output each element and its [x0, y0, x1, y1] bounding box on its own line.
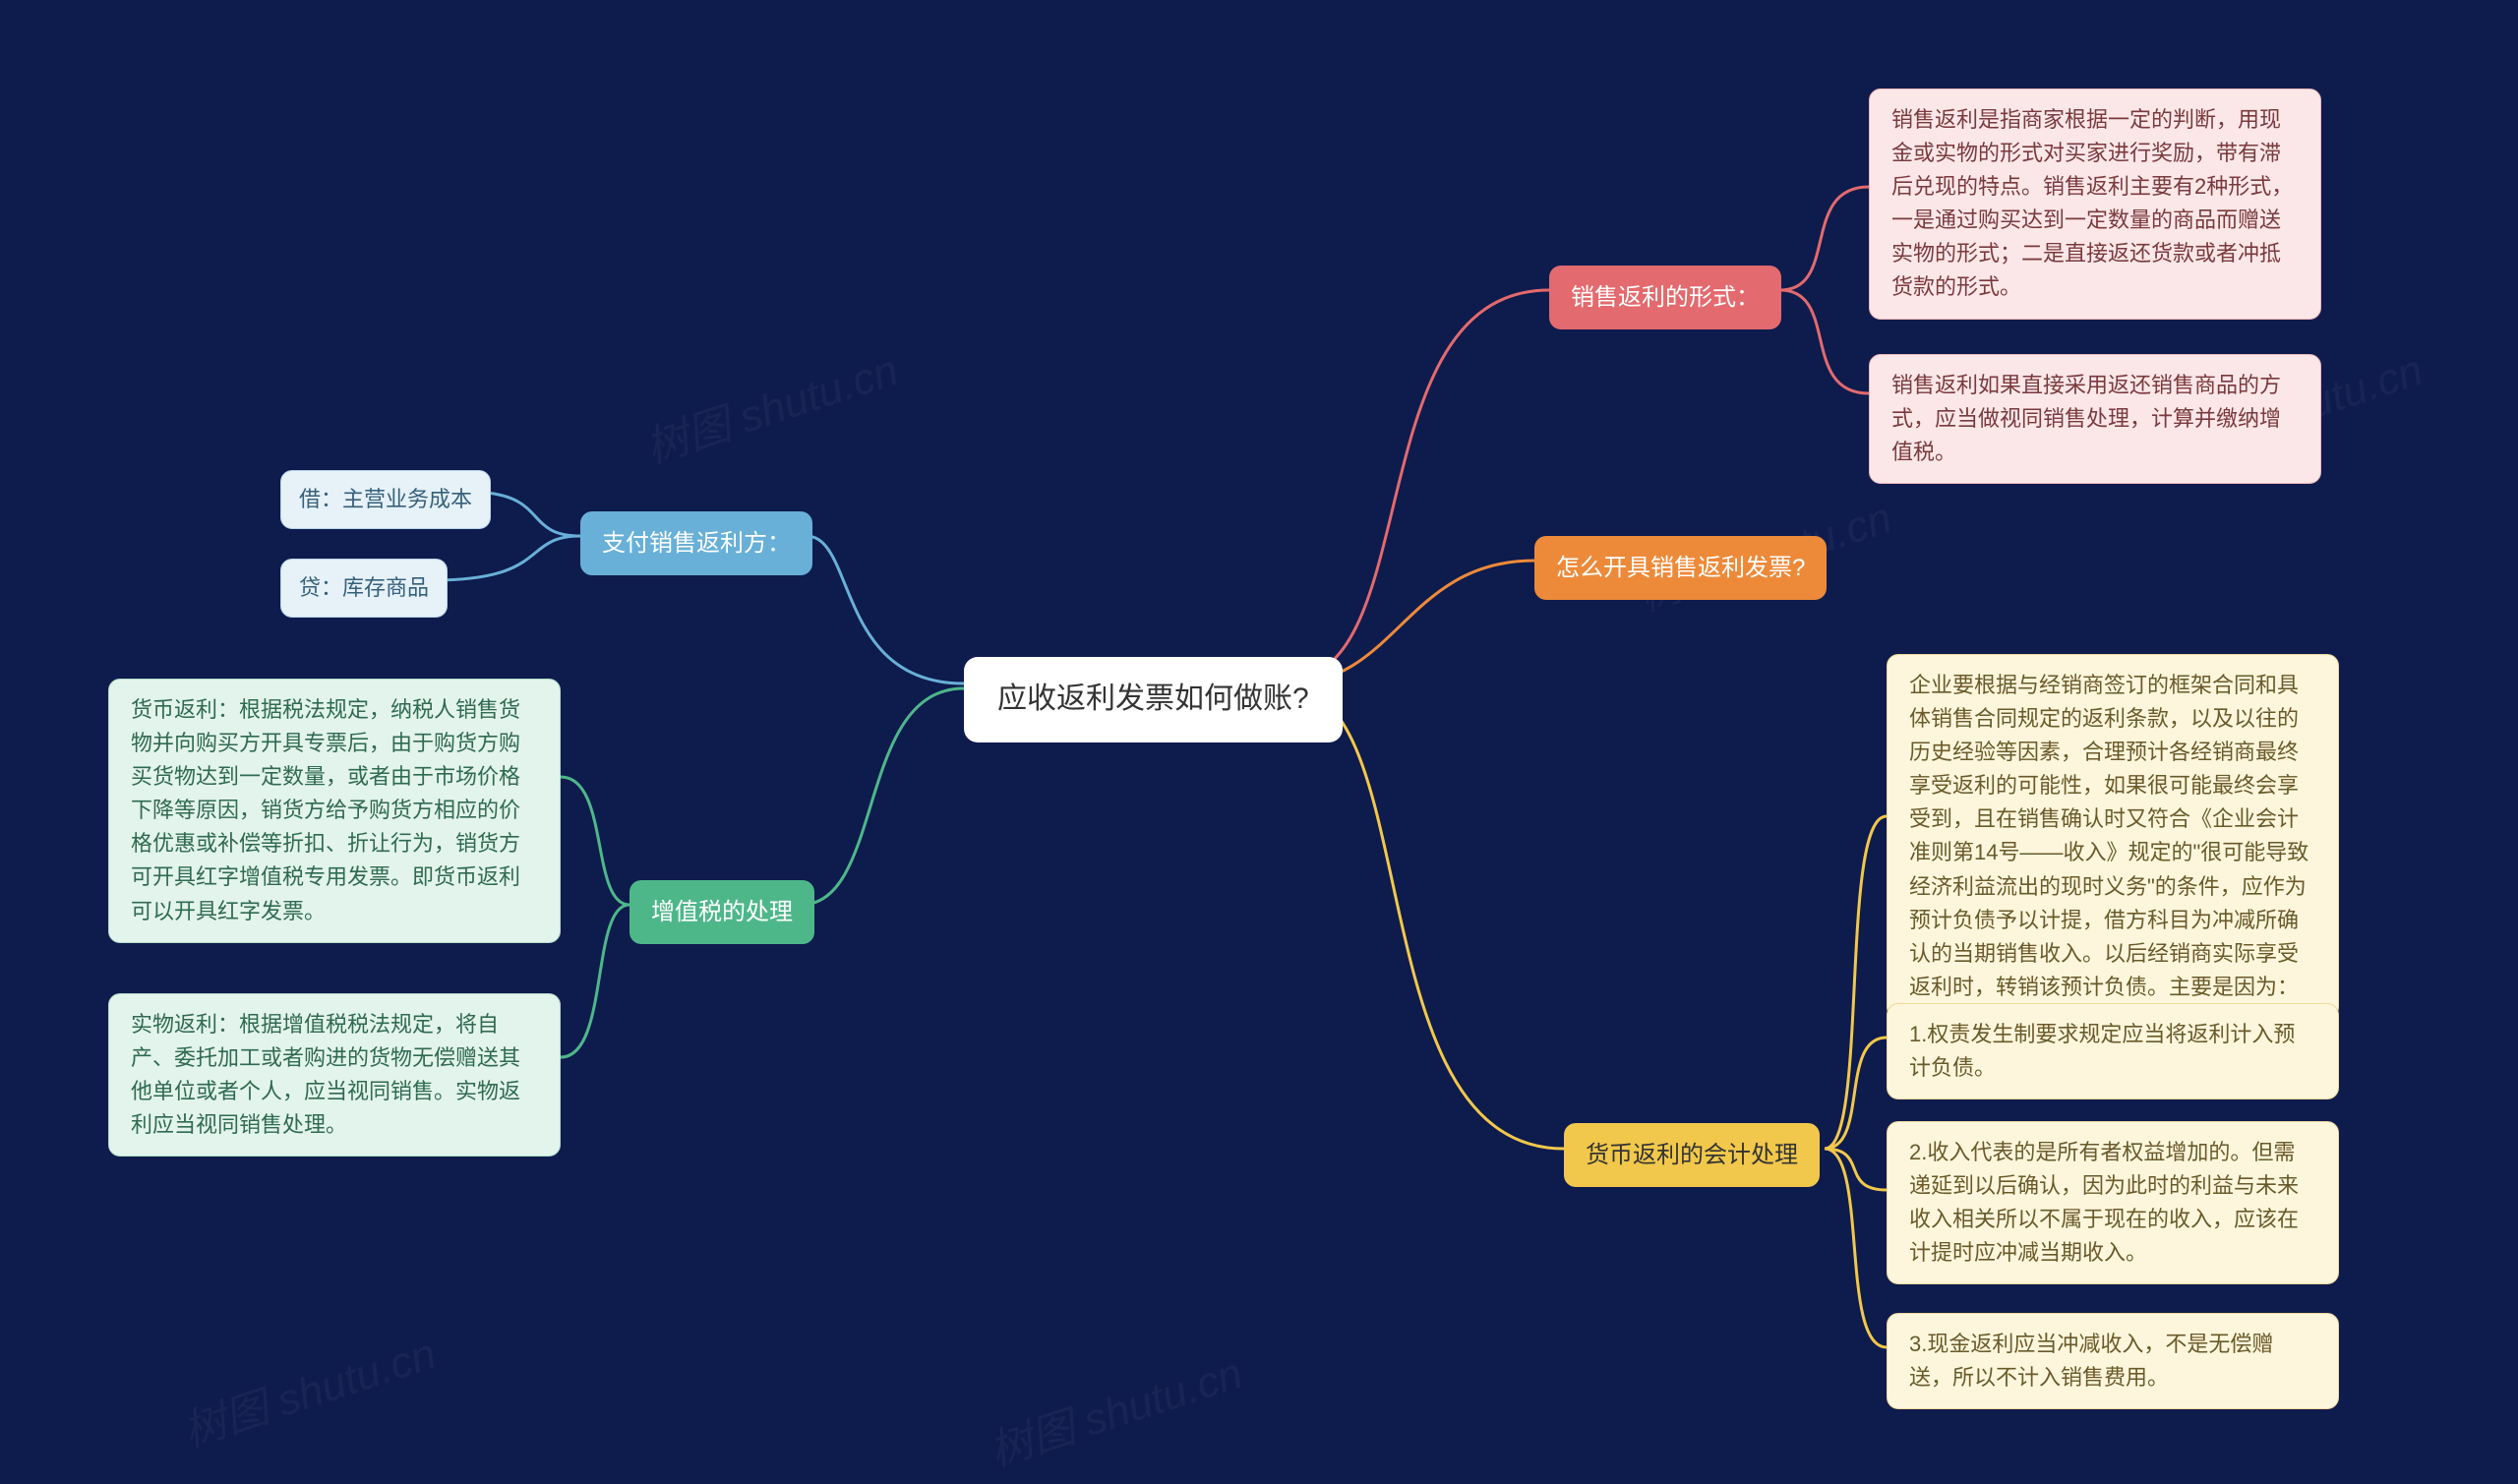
leaf-blue-1: 借：主营业务成本	[280, 470, 491, 529]
root-node[interactable]: 应收返利发票如何做账?	[964, 657, 1343, 742]
branch-pay-rebate-party[interactable]: 支付销售返利方：	[580, 511, 812, 575]
leaf-yellow-3: 2.收入代表的是所有者权益增加的。但需递延到以后确认，因为此时的利益与未来收入相…	[1887, 1121, 2339, 1284]
watermark: 树图 shutu.cn	[981, 1337, 1249, 1478]
leaf-green-2: 实物返利：根据增值税税法规定，将自产、委托加工或者购进的货物无偿赠送其他单位或者…	[108, 993, 561, 1157]
leaf-blue-2: 贷：库存商品	[280, 559, 448, 618]
leaf-yellow-4: 3.现金返利应当冲减收入，不是无偿赠送，所以不计入销售费用。	[1887, 1313, 2339, 1409]
watermark: 树图 shutu.cn	[636, 334, 905, 475]
leaf-green-1: 货币返利：根据税法规定，纳税人销售货物并向购买方开具专票后，由于购货方购买货物达…	[108, 679, 561, 943]
branch-how-to-invoice[interactable]: 怎么开具销售返利发票?	[1534, 536, 1827, 600]
branch-sales-rebate-forms[interactable]: 销售返利的形式：	[1549, 266, 1781, 329]
leaf-yellow-2: 1.权责发生制要求规定应当将返利计入预计负债。	[1887, 1003, 2339, 1099]
branch-currency-rebate-accounting[interactable]: 货币返利的会计处理	[1564, 1123, 1820, 1187]
leaf-red-1: 销售返利是指商家根据一定的判断，用现金或实物的形式对买家进行奖励，带有滞后兑现的…	[1869, 89, 2321, 320]
leaf-yellow-1: 企业要根据与经销商签订的框架合同和具体销售合同规定的返利条款，以及以往的历史经验…	[1887, 654, 2339, 1019]
watermark: 树图 shutu.cn	[174, 1318, 443, 1458]
branch-vat-handling[interactable]: 增值税的处理	[630, 880, 814, 944]
leaf-red-2: 销售返利如果直接采用返还销售商品的方式，应当做视同销售处理，计算并缴纳增值税。	[1869, 354, 2321, 484]
